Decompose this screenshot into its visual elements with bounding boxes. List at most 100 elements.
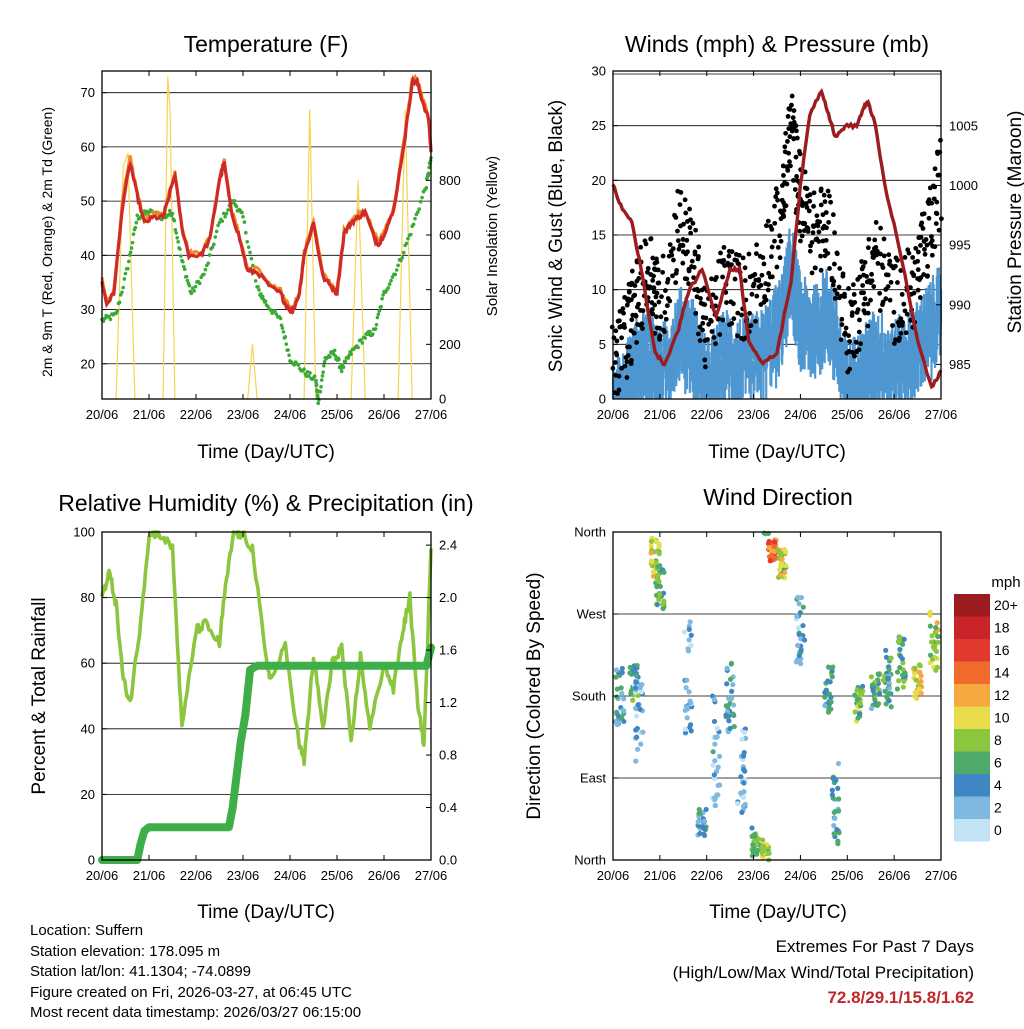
gust-point <box>632 292 638 298</box>
temp-y2tick-label: 400 <box>439 282 461 297</box>
direction-point <box>619 665 625 672</box>
dewpoint-point <box>159 217 164 222</box>
direction-point <box>621 696 627 702</box>
dir-ytick-label: South <box>572 689 606 704</box>
gust-point <box>782 144 788 150</box>
gust-point <box>865 245 871 251</box>
dewpoint-point <box>135 213 140 218</box>
direction-point <box>735 801 741 807</box>
gust-point <box>791 108 797 113</box>
humidity-xlabel: Time (Day/UTC) <box>197 902 335 923</box>
gust-point <box>915 287 921 293</box>
gust-point <box>643 241 649 247</box>
gust-point <box>660 269 665 275</box>
gust-point <box>769 274 775 280</box>
gust-point <box>773 194 779 200</box>
gust-point <box>747 310 753 316</box>
gust-point <box>638 244 644 250</box>
gust-point <box>852 299 858 305</box>
gust-point <box>670 246 676 252</box>
gust-point <box>898 330 904 336</box>
direction-point <box>723 703 729 709</box>
gust-point <box>906 250 912 256</box>
dewpoint-point <box>283 335 288 339</box>
gust-point <box>609 324 615 330</box>
gust-point <box>621 310 626 316</box>
gust-point <box>667 298 673 304</box>
gust-point <box>873 220 879 225</box>
direction-point <box>633 713 640 719</box>
direction-point <box>934 620 940 626</box>
gust-point <box>660 253 666 259</box>
direction-point <box>831 809 837 816</box>
gust-point <box>874 252 879 258</box>
gust-point <box>626 288 632 294</box>
solar-insolation-line <box>115 76 413 400</box>
gust-point <box>887 258 893 264</box>
direction-point <box>927 652 934 658</box>
direction-point <box>933 625 939 631</box>
gust-point <box>915 258 921 264</box>
dir-xtick-label: 23/06 <box>737 868 770 883</box>
direction-point <box>875 686 881 692</box>
gust-point <box>729 249 735 255</box>
gust-point <box>875 261 881 266</box>
gust-point <box>682 197 688 203</box>
direction-point <box>832 777 839 783</box>
direction-point <box>796 631 802 638</box>
humidity-ylabel: Percent & Total Rainfall <box>29 597 50 794</box>
gust-point <box>628 297 634 303</box>
gust-point <box>850 282 856 288</box>
direction-point <box>727 725 733 731</box>
dewpoint-point <box>245 239 250 244</box>
gust-point <box>697 338 703 343</box>
direction-point <box>711 718 718 725</box>
gust-point <box>801 228 807 234</box>
gust-point <box>881 253 887 259</box>
dewpoint-point <box>197 281 202 286</box>
direction-xlabel: Time (Day/UTC) <box>709 902 847 923</box>
dewpoint-point <box>420 195 424 200</box>
direction-point <box>880 677 886 683</box>
winds-title: Winds (mph) & Pressure (mb) <box>625 31 929 57</box>
gust-point <box>787 159 792 165</box>
direction-point <box>927 623 933 629</box>
direction-point <box>750 842 756 848</box>
gust-point <box>616 387 622 393</box>
dewpoint-point <box>408 232 413 237</box>
speed-legend-swatch <box>954 594 990 617</box>
gust-point <box>880 265 886 271</box>
temperature-xlabel: Time (Day/UTC) <box>197 442 335 463</box>
gust-point <box>765 287 771 293</box>
direction-point <box>834 827 840 833</box>
direction-point <box>739 736 745 742</box>
extremes-values: 72.8/29.1/15.8/1.62 <box>827 988 974 1007</box>
gust-point <box>913 245 919 251</box>
temp-xtick-label: 25/06 <box>321 407 354 422</box>
dewpoint-point <box>178 247 182 251</box>
gust-point <box>887 297 893 303</box>
direction-point <box>621 718 627 725</box>
temperature-title: Temperature (F) <box>184 31 349 57</box>
gust-point <box>810 230 816 236</box>
gust-point <box>823 210 829 215</box>
gust-point <box>862 296 868 302</box>
gust-point <box>629 280 634 286</box>
gust-point <box>834 251 840 257</box>
direction-point <box>633 758 639 764</box>
gust-point <box>702 364 708 370</box>
gust-point <box>731 316 737 322</box>
station-elevation: Station elevation: 178.095 m <box>30 942 221 960</box>
direction-point <box>740 766 747 772</box>
temp-ytick-label: 50 <box>81 194 95 209</box>
speed-legend-swatch <box>954 796 990 819</box>
gust-point <box>878 251 883 257</box>
gust-point <box>777 255 783 261</box>
gust-point <box>925 264 931 269</box>
gust-point <box>911 290 917 296</box>
dewpoint-point <box>246 245 251 249</box>
gust-point <box>717 332 723 337</box>
gust-point <box>650 277 656 283</box>
gust-point <box>838 337 844 343</box>
direction-point <box>638 741 644 747</box>
